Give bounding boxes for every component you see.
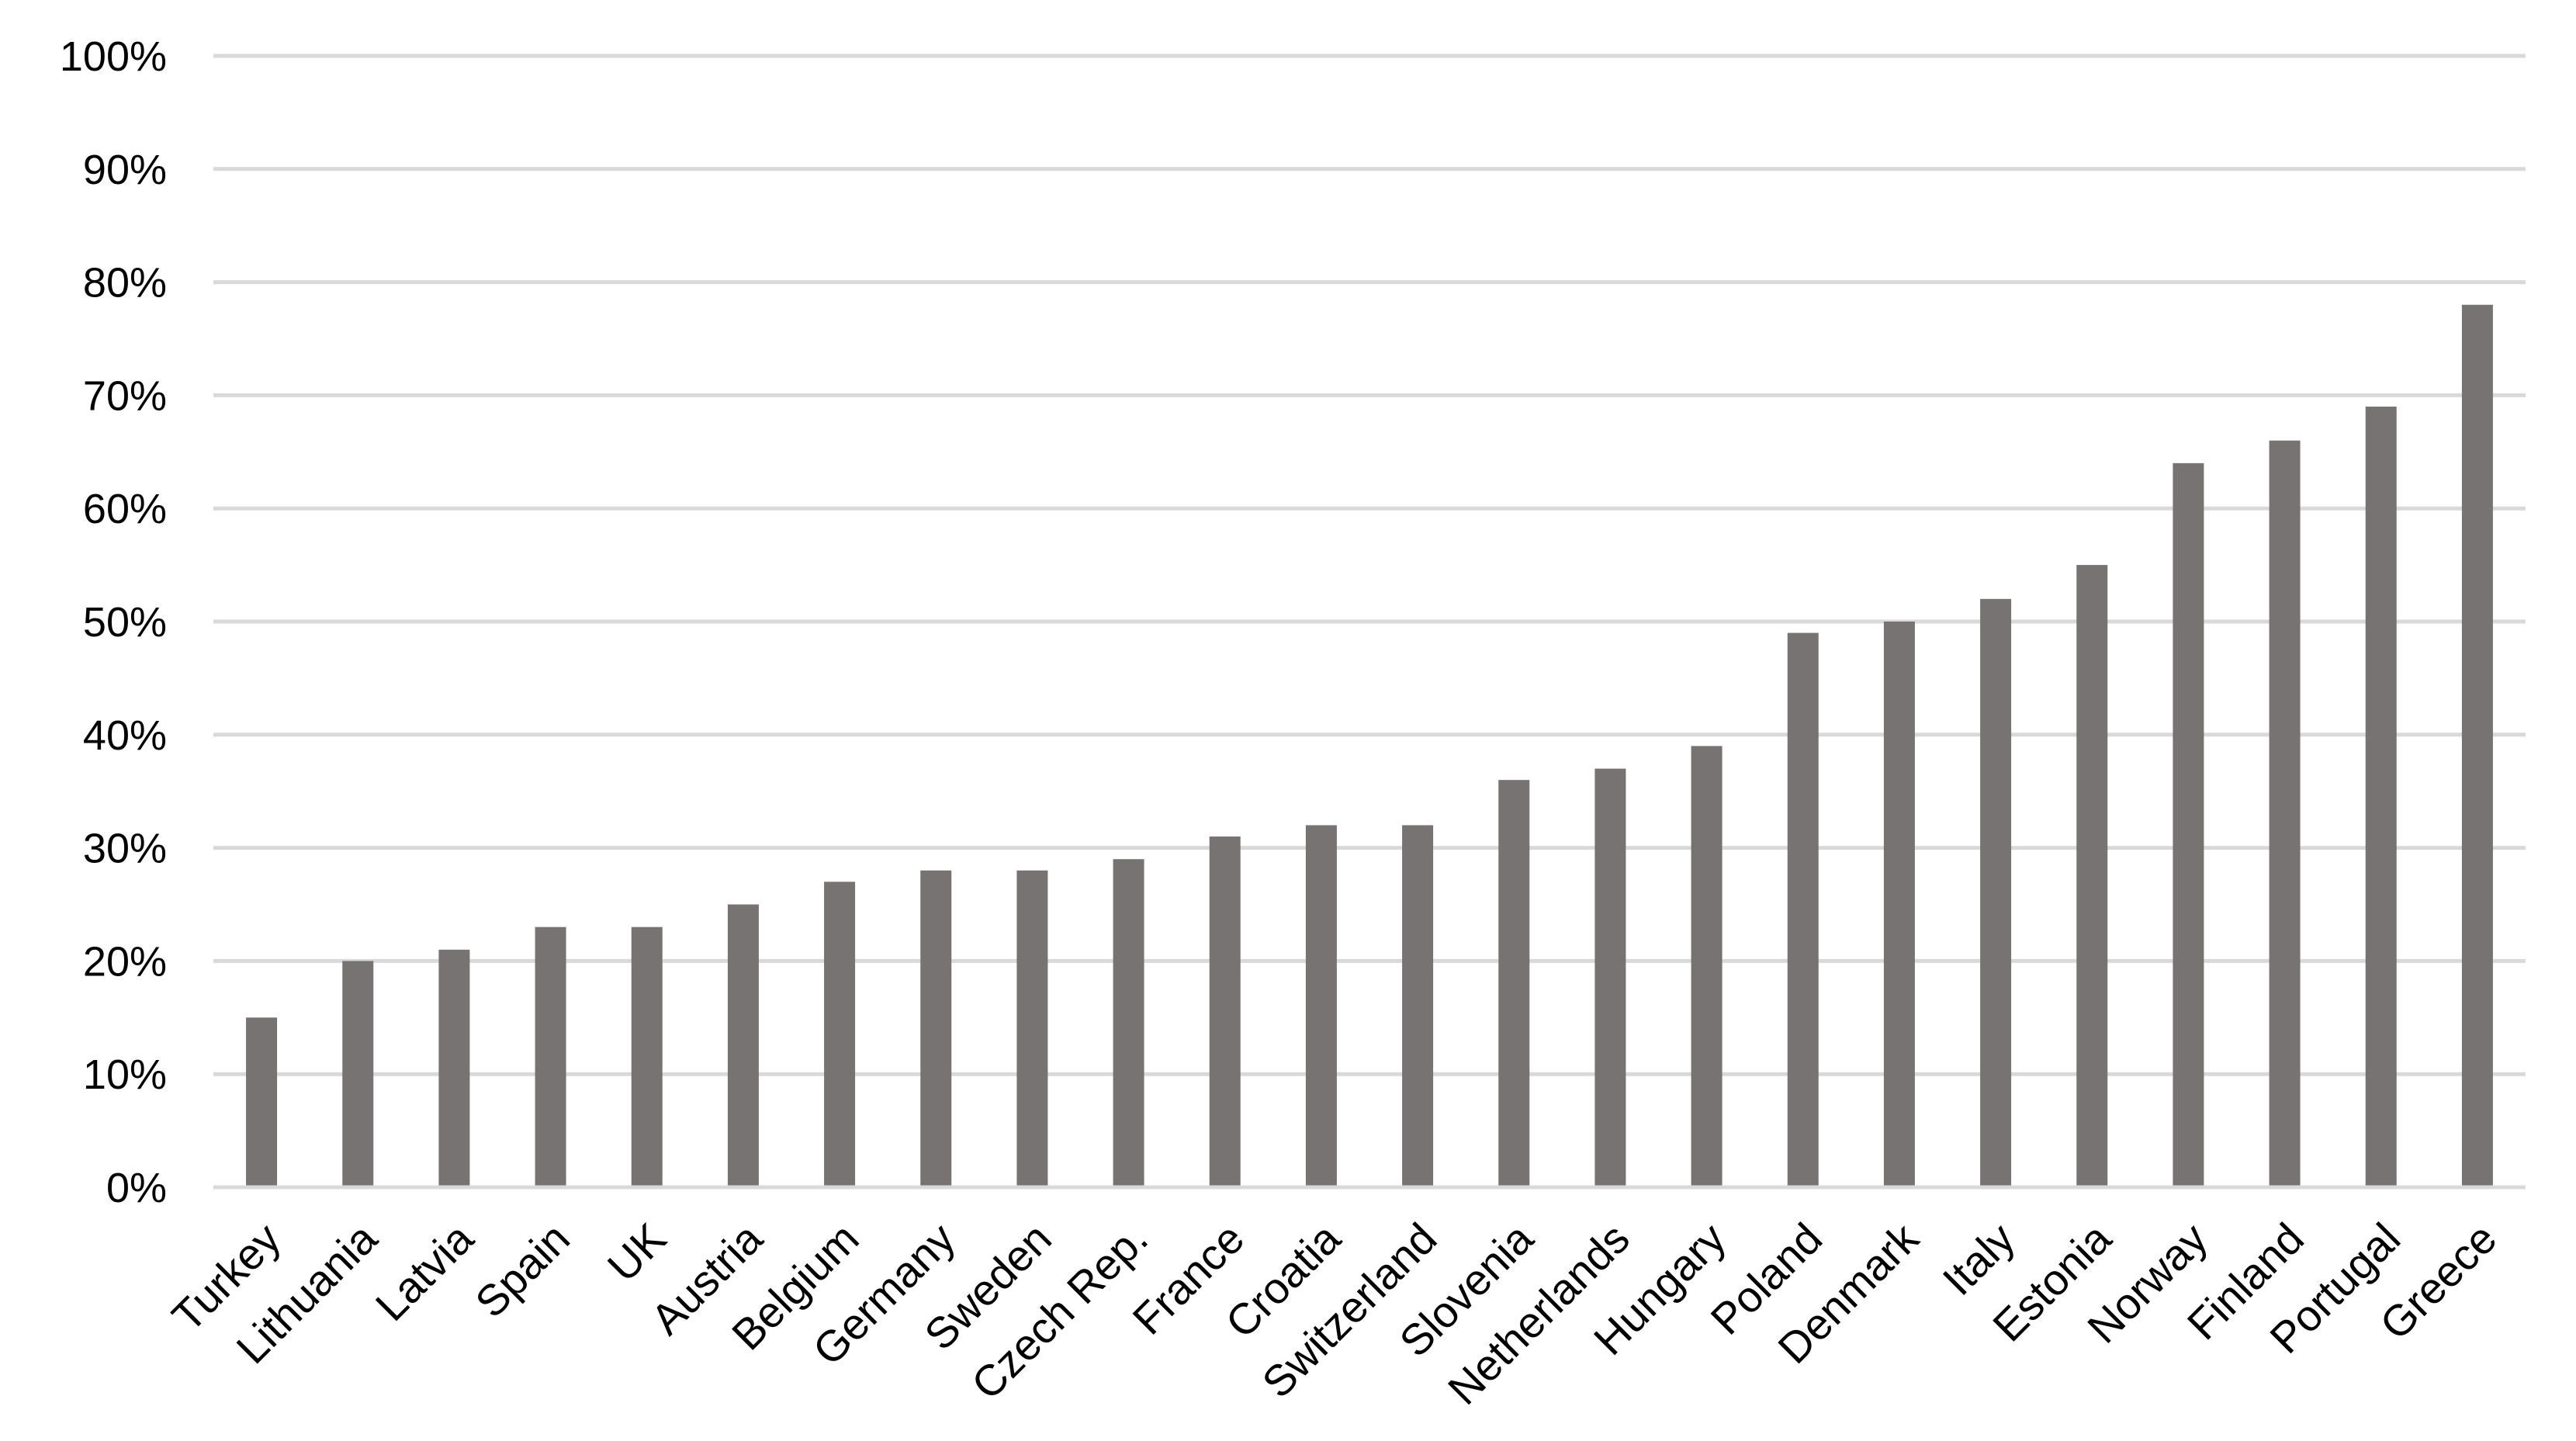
bars	[246, 304, 2493, 1187]
bar-poland	[1787, 632, 1819, 1187]
y-axis-tick-labels: 0% 10% 20% 30% 40% 50% 60% 70% 80% 90% 100%	[60, 33, 167, 1211]
y-tick-label: 10%	[83, 1051, 167, 1098]
bar-uk	[631, 927, 663, 1187]
bar-germany	[920, 870, 952, 1187]
bar-denmark	[1883, 622, 1915, 1187]
bar-netherlands	[1594, 768, 1626, 1187]
bar-croatia	[1305, 825, 1337, 1187]
bar-greece	[2461, 304, 2493, 1187]
y-tick-label: 80%	[83, 260, 167, 307]
bar-turkey	[246, 1017, 278, 1187]
bar-austria	[727, 904, 759, 1187]
bar-spain	[535, 927, 566, 1187]
x-tick-label: UK	[598, 1214, 676, 1291]
x-tick-label: Latvia	[366, 1213, 483, 1330]
y-tick-label: 0%	[106, 1165, 167, 1211]
y-tick-label: 50%	[83, 599, 167, 646]
bar-italy	[1980, 598, 2012, 1187]
y-tick-label: 60%	[83, 486, 167, 532]
bar-sweden	[1016, 870, 1048, 1187]
bar-latvia	[438, 949, 470, 1187]
bar-finland	[2269, 440, 2301, 1187]
x-tick-label: Spain	[466, 1214, 579, 1327]
bar-lithuania	[342, 961, 374, 1187]
bar-czech-rep	[1113, 859, 1144, 1187]
bar-hungary	[1691, 746, 1723, 1187]
y-tick-label: 70%	[83, 372, 167, 419]
y-tick-label: 40%	[83, 712, 167, 759]
y-tick-label: 30%	[83, 826, 167, 872]
bar-belgium	[824, 882, 856, 1187]
y-tick-label: 20%	[83, 938, 167, 985]
y-tick-label: 100%	[60, 33, 167, 80]
bar-portugal	[2365, 406, 2397, 1187]
bar-estonia	[2076, 565, 2108, 1187]
bar-switzerland	[1402, 825, 1434, 1187]
bar-france	[1209, 837, 1241, 1187]
bar-norway	[2173, 462, 2204, 1187]
y-tick-label: 90%	[83, 147, 167, 193]
bar-slovenia	[1498, 780, 1530, 1187]
gridlines	[213, 54, 2526, 1076]
